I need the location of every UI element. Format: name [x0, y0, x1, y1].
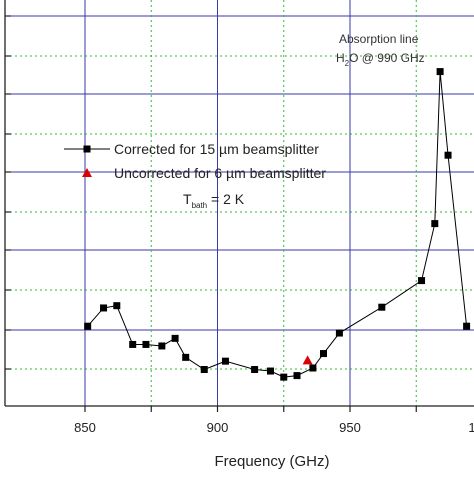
series-line-corrected — [87, 71, 468, 378]
series — [84, 68, 471, 381]
plot-frame — [4, 0, 474, 407]
annotation-h2o-sub: 2 — [345, 59, 350, 68]
data-point-corrected — [418, 277, 426, 285]
annotation-tbath: Tbath = 2 K — [183, 191, 245, 210]
data-point-corrected — [309, 364, 317, 372]
data-point-corrected — [335, 329, 343, 337]
data-point-corrected — [280, 373, 288, 381]
axis-ticks: 850 900 950 1 — [5, 15, 474, 435]
grid — [5, 0, 474, 406]
data-point-corrected — [293, 372, 301, 380]
legend-marker-corrected — [83, 145, 91, 153]
data-point-corrected — [129, 340, 137, 348]
data-point-corrected — [251, 366, 259, 374]
x-tick-label: 900 — [207, 420, 229, 435]
legend-label-corrected: Corrected for 15 µm beamsplitter — [114, 141, 319, 157]
annotation-tbath-sub: bath — [192, 201, 208, 210]
legend: Corrected for 15 µm beamsplitter Uncorre… — [64, 141, 326, 210]
annotation-h2o: H2O @ 990 GHz — [336, 51, 425, 68]
x-tick-label: 950 — [339, 420, 361, 435]
data-point-uncorrected — [302, 355, 313, 365]
data-point-corrected — [158, 342, 166, 350]
annotation-tbath-t: T — [183, 191, 192, 207]
data-point-corrected — [221, 357, 229, 365]
x-tick-label: 1 — [468, 420, 474, 435]
annotation-tbath-rest: = 2 K — [207, 191, 245, 207]
data-point-corrected — [182, 353, 190, 361]
x-tick-label: 850 — [74, 420, 96, 435]
legend-marker-uncorrected — [82, 168, 92, 177]
data-point-corrected — [84, 322, 92, 330]
data-point-corrected — [378, 303, 386, 311]
annotation-h2o-rest: O @ 990 GHz — [349, 51, 425, 65]
data-point-corrected — [431, 220, 439, 228]
data-point-corrected — [200, 366, 208, 374]
data-point-corrected — [463, 322, 471, 330]
data-point-corrected — [436, 68, 444, 76]
data-point-corrected — [267, 367, 274, 375]
data-point-corrected — [320, 350, 327, 358]
data-point-corrected — [113, 302, 121, 310]
annotation-absorption-line: Absorption line — [339, 32, 419, 46]
x-axis-title: Frequency (GHz) — [214, 453, 329, 470]
annotation-h2o-h: H — [336, 51, 345, 65]
data-point-corrected — [171, 334, 179, 342]
data-point-corrected — [142, 340, 150, 348]
data-point-corrected — [444, 151, 452, 159]
legend-label-uncorrected: Uncorrected for 6 µm beamsplitter — [114, 165, 326, 181]
data-point-corrected — [100, 304, 108, 312]
